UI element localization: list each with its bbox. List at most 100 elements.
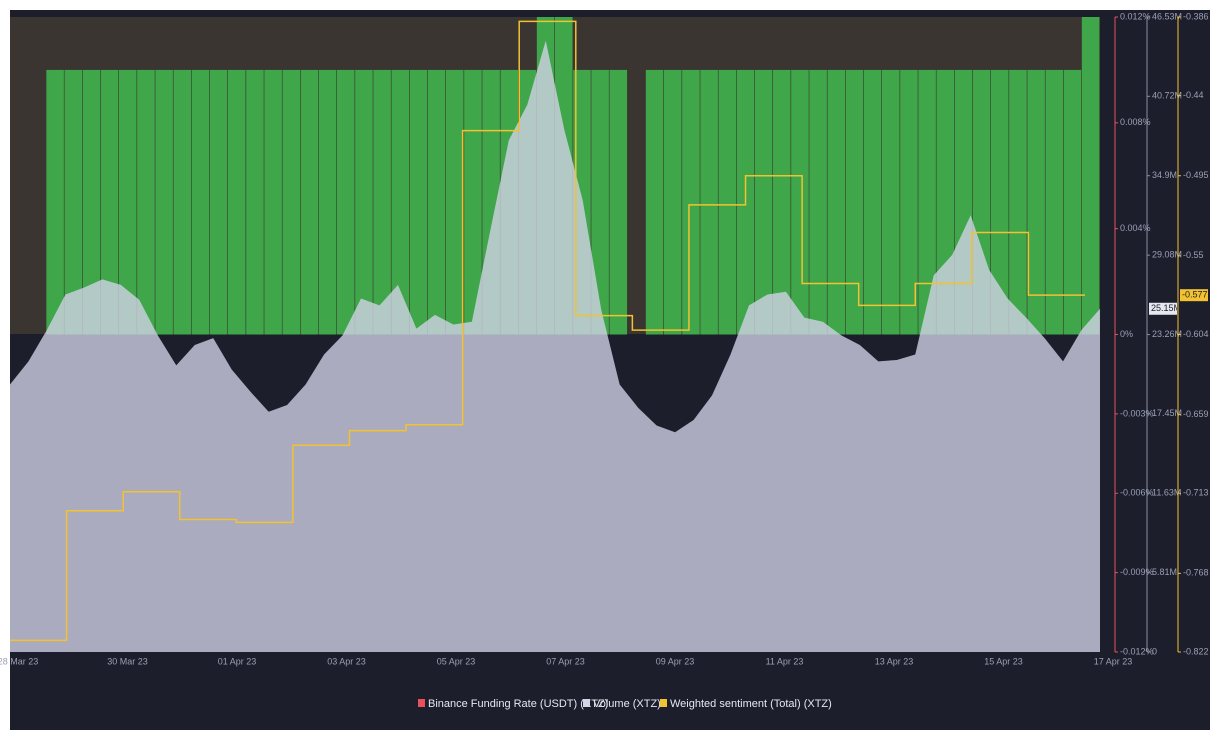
- current-value-badge: [1149, 302, 1177, 315]
- current-value-badge: [1180, 289, 1208, 302]
- funding-bar: [373, 69, 391, 335]
- current-value-label: 25.15M: [1151, 303, 1181, 313]
- volume-area: [10, 40, 1100, 653]
- funding-bar: [409, 69, 428, 335]
- y-tick-label: -0.713: [1183, 488, 1209, 498]
- x-tick-label: 03 Apr 23: [327, 656, 366, 666]
- funding-bar: [1081, 17, 1100, 335]
- funding-bar: [773, 69, 791, 335]
- funding-bar: [809, 69, 827, 335]
- x-tick-label: 05 Apr 23: [437, 656, 476, 666]
- x-tick-label: 09 Apr 23: [656, 656, 695, 666]
- funding-bar: [991, 69, 1009, 335]
- funding-bar: [155, 69, 173, 335]
- y-tick-label: -0.386: [1183, 11, 1209, 21]
- axes-layer: 28 Mar 23 30 Mar 23 01 Apr 23 03 Apr 23 05 A…: [0, 11, 1209, 666]
- sentiment-layer: [10, 20, 1085, 642]
- funding-bar: [427, 69, 446, 335]
- funding-bar: [282, 69, 301, 335]
- y-tick-label: 0.004%: [1120, 223, 1151, 233]
- funding-bar: [391, 69, 410, 335]
- funding-bar: [791, 69, 809, 335]
- y-tick-label: 46.53M: [1152, 11, 1182, 21]
- y-tick-label: 0.012%: [1120, 11, 1151, 21]
- funding-bar: [173, 69, 192, 335]
- legend-swatch: [418, 699, 425, 707]
- x-tick-label: 07 Apr 23: [546, 656, 585, 666]
- funding-bar: [1027, 69, 1045, 335]
- funding-bar: [700, 69, 718, 335]
- funding-bar: [1009, 69, 1027, 335]
- x-tick-label: 13 Apr 23: [875, 656, 914, 666]
- funding-bar: [264, 69, 282, 335]
- funding-bar: [100, 69, 119, 335]
- legend-label: Volume (XTZ): [593, 698, 661, 710]
- y-tick-label: -0.822: [1183, 646, 1209, 656]
- funding-bar: [718, 69, 737, 335]
- funding-bar: [863, 69, 882, 335]
- funding-bar: [446, 69, 464, 335]
- y-tick-label: -0.009%: [1120, 567, 1154, 577]
- funding-bar: [209, 69, 228, 335]
- y-tick-label: -0.012%: [1120, 646, 1154, 656]
- y-tick-label: 0: [1152, 646, 1157, 656]
- y-tick-label: 23.26M: [1152, 329, 1182, 339]
- funding-bar: [664, 69, 682, 335]
- y-tick-label: 29.08M: [1152, 250, 1182, 260]
- funding-bar: [882, 69, 900, 335]
- legend-label: Binance Funding Rate (USDT) (XTZ): [428, 698, 608, 710]
- funding-bar: [900, 69, 918, 335]
- y-tick-label: -0.006%: [1120, 488, 1154, 498]
- funding-bar: [300, 69, 319, 335]
- x-tick-label: 30 Mar 23: [107, 656, 148, 666]
- funding-bar: [918, 69, 936, 335]
- y-tick-label: -0.604: [1183, 329, 1209, 339]
- funding-bar: [119, 69, 137, 335]
- funding-layer: [46, 17, 1100, 335]
- volume-layer: [10, 40, 1100, 653]
- funding-bar: [591, 69, 609, 335]
- funding-bar: [82, 69, 101, 335]
- funding-bar: [845, 69, 864, 335]
- y-tick-label: 0%: [1120, 329, 1133, 339]
- y-tick-label: -0.44: [1183, 90, 1204, 100]
- funding-bar: [1063, 69, 1082, 335]
- legend-swatch: [583, 699, 590, 707]
- current-value-label: -0.577: [1182, 290, 1208, 300]
- x-tick-label: 28 Mar 23: [0, 656, 38, 666]
- y-tick-label: 40.72M: [1152, 91, 1182, 101]
- funding-bar: [318, 69, 337, 335]
- legend-swatch: [660, 699, 667, 707]
- funding-bar: [1045, 69, 1064, 335]
- y-tick-label: 17.45M: [1152, 408, 1182, 418]
- y-tick-label: 5.81M: [1152, 567, 1177, 577]
- funding-bar: [246, 69, 264, 335]
- legend: Binance Funding Rate (USDT) (XTZ)Volume …: [418, 698, 832, 710]
- funding-bar: [754, 69, 773, 335]
- funding-bar: [64, 69, 83, 335]
- funding-bar: [827, 69, 846, 335]
- funding-bar: [46, 69, 64, 335]
- y-tick-label: 11.63M: [1152, 488, 1181, 498]
- legend-label: Weighted sentiment (Total) (XTZ): [670, 698, 832, 710]
- x-tick-label: 15 Apr 23: [984, 656, 1023, 666]
- x-tick-label: 01 Apr 23: [218, 656, 257, 666]
- y-tick-label: -0.55: [1183, 250, 1204, 260]
- x-tick-label: 17 Apr 23: [1094, 656, 1133, 666]
- funding-bar: [355, 69, 373, 335]
- funding-bar: [337, 69, 355, 335]
- funding-bar: [137, 69, 155, 335]
- funding-bar: [645, 69, 664, 335]
- y-tick-label: -0.495: [1183, 170, 1209, 180]
- x-tick-label: 11 Apr 23: [766, 656, 804, 666]
- funding-bar: [191, 69, 210, 335]
- y-tick-label: 34.9M: [1152, 170, 1177, 180]
- funding-bar: [228, 69, 246, 335]
- y-tick-label: -0.003%: [1120, 408, 1154, 418]
- funding-bar: [609, 69, 628, 335]
- funding-bar: [464, 69, 482, 335]
- sentiment-line: [10, 20, 1085, 642]
- y-tick-label: -0.659: [1183, 409, 1209, 419]
